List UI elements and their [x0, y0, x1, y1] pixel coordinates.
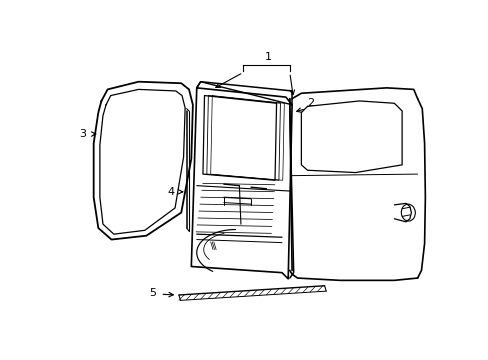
Text: 2: 2 — [306, 98, 314, 108]
Text: 1: 1 — [265, 52, 272, 62]
Text: 5: 5 — [149, 288, 156, 298]
Text: 4: 4 — [167, 187, 174, 197]
Text: 3: 3 — [79, 129, 86, 139]
